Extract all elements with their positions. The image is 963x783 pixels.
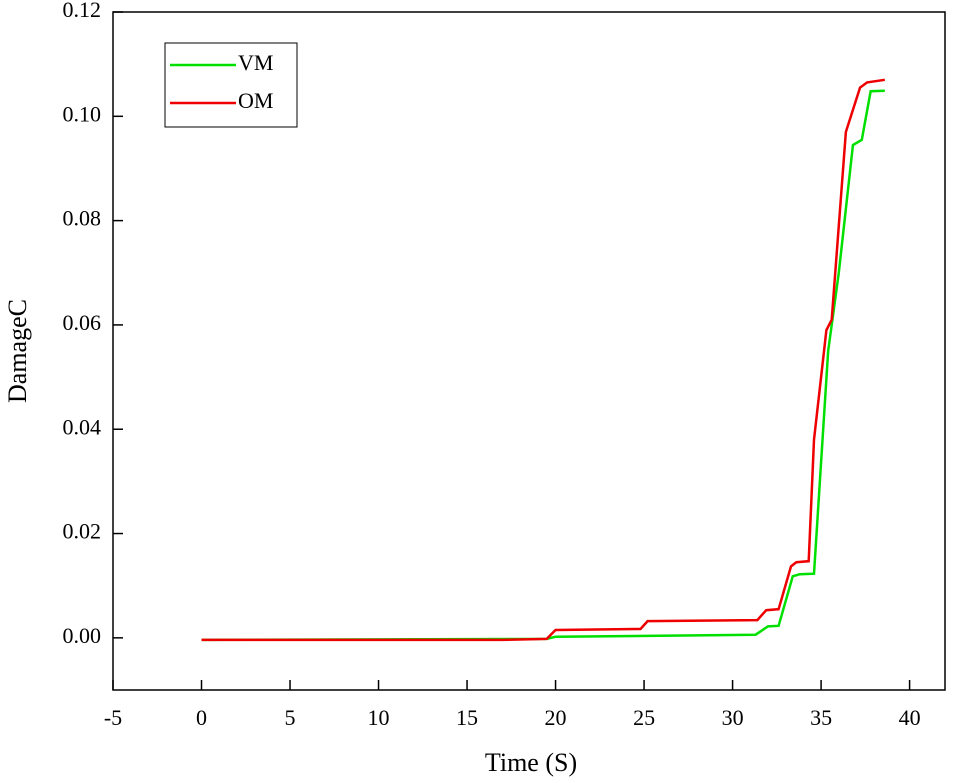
y-tick-label: 0.04: [63, 414, 102, 439]
y-tick-label: 0.08: [63, 206, 102, 231]
x-tick-label: 15: [456, 705, 478, 730]
y-tick-label: 0.10: [63, 101, 102, 126]
legend-label: VM: [238, 50, 273, 75]
y-tick-label: 0.06: [63, 310, 102, 335]
data-line: [201, 78, 885, 642]
x-tick-label: 35: [810, 705, 832, 730]
x-tick-label: 30: [722, 705, 744, 730]
x-tick-label: 10: [368, 705, 390, 730]
y-tick-label: 0.12: [63, 0, 102, 22]
x-tick-label: 0: [196, 705, 207, 730]
y-axis-title: DamageC: [3, 299, 32, 403]
data-line: [201, 89, 885, 642]
x-tick-label: 40: [899, 705, 921, 730]
x-tick-label: 20: [545, 705, 567, 730]
y-tick-label: 0.02: [63, 519, 102, 544]
plot-frame: [112, 11, 946, 691]
x-axis-title: Time (S): [485, 748, 577, 777]
x-tick-label: -5: [104, 705, 122, 730]
legend-box: [164, 42, 298, 128]
legend-label: OM: [238, 88, 273, 113]
x-tick-label: 25: [633, 705, 655, 730]
y-tick-label: 0.00: [63, 623, 102, 648]
x-tick-label: 5: [285, 705, 296, 730]
